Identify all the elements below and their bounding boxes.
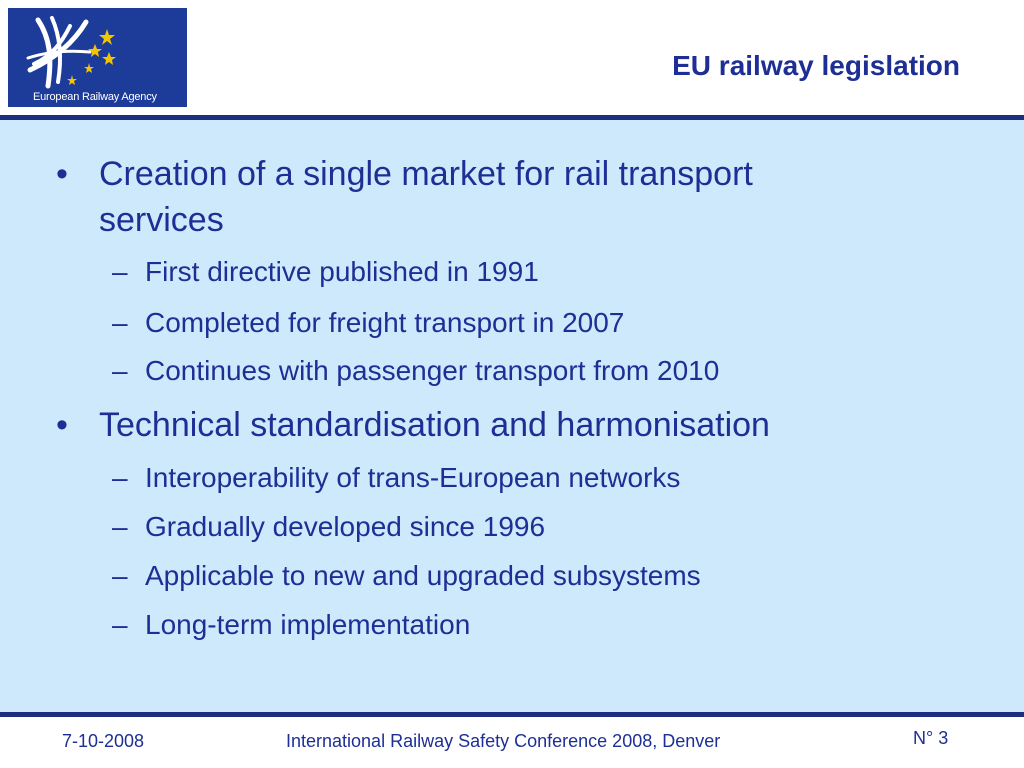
bullet-text: Technical standardisation and harmonisat… bbox=[99, 406, 770, 444]
dash-icon: – bbox=[112, 560, 128, 591]
bullet-item: • Technical standardisation and harmonis… bbox=[56, 402, 886, 448]
header-divider bbox=[0, 115, 1024, 120]
slide-content: • Creation of a single market for rail t… bbox=[0, 120, 1024, 712]
footer-conference: International Railway Safety Conference … bbox=[286, 731, 721, 751]
sub-bullet-text: Long-term implementation bbox=[145, 609, 471, 640]
dash-icon: – bbox=[112, 609, 128, 640]
dash-icon: – bbox=[112, 307, 128, 338]
dash-icon: – bbox=[112, 511, 128, 542]
sub-bullet-item: – Completed for freight transport in 200… bbox=[112, 305, 892, 341]
sub-bullet-text: Completed for freight transport in 2007 bbox=[145, 307, 625, 338]
footer-date: 7-10-2008 bbox=[62, 731, 145, 751]
star-icons bbox=[67, 29, 116, 85]
sub-bullet-text: Continues with passenger transport from … bbox=[145, 355, 720, 386]
sub-bullet-text: First directive published in 1991 bbox=[145, 256, 539, 287]
sub-bullet-item: – First directive published in 1991 bbox=[112, 254, 892, 290]
bullet-text: Creation of a single market for rail tra… bbox=[99, 155, 753, 239]
bullet-dot-icon: • bbox=[56, 406, 68, 444]
dash-icon: – bbox=[112, 355, 128, 386]
dash-icon: – bbox=[112, 462, 128, 493]
sub-bullet-text: Applicable to new and upgraded subsystem… bbox=[145, 560, 701, 591]
era-logo-graphic bbox=[26, 16, 116, 89]
sub-bullet-item: – Long-term implementation bbox=[112, 607, 892, 643]
sub-bullet-item: – Interoperability of trans-European net… bbox=[112, 460, 892, 496]
bullet-dot-icon: • bbox=[56, 155, 68, 193]
sub-bullet-text: Gradually developed since 1996 bbox=[145, 511, 546, 542]
sub-bullet-text: Interoperability of trans-European netwo… bbox=[145, 462, 681, 493]
era-logo: European Railway Agency bbox=[8, 8, 187, 107]
sub-bullet-item: – Gradually developed since 1996 bbox=[112, 509, 892, 545]
page-number: N° 3 bbox=[913, 728, 949, 748]
footer-divider bbox=[0, 712, 1024, 717]
dash-icon: – bbox=[112, 256, 128, 287]
slide-title: EU railway legislation bbox=[672, 50, 960, 81]
bullet-item: • Creation of a single market for rail t… bbox=[56, 151, 886, 243]
logo-text: European Railway Agency bbox=[33, 91, 157, 103]
sub-bullet-item: – Continues with passenger transport fro… bbox=[112, 353, 892, 389]
sub-bullet-item: – Applicable to new and upgraded subsyst… bbox=[112, 558, 892, 594]
